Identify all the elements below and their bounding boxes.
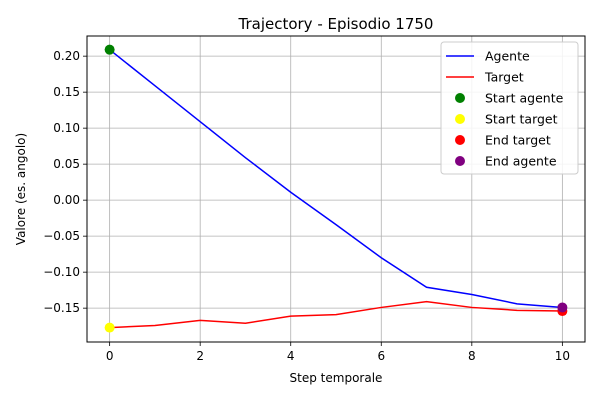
y-tick-label: 0.10 [53, 121, 80, 135]
chart-title: Trajectory - Episodio 1750 [238, 15, 434, 33]
tick-layer: 0 2 4 6 8 10 −0.15 −0.10 −0.05 0.00 0.05 0.10 0.15 0.… [43, 49, 570, 363]
marker-start-agente [104, 44, 115, 55]
x-tick-label: 6 [377, 349, 385, 363]
legend-dot-end-agente [455, 156, 465, 166]
y-tick-label: 0.00 [53, 193, 80, 207]
x-axis-label: Step temporale [290, 371, 383, 385]
y-tick-label: 0.20 [53, 49, 80, 63]
series-line-target [109, 300, 563, 329]
marker-end-agente [557, 302, 568, 313]
legend-label: Target [484, 70, 524, 85]
x-tick-label: 0 [106, 349, 114, 363]
legend-label: Agente [485, 49, 530, 64]
plot-frame [86, 35, 586, 343]
series-layer [109, 49, 563, 329]
marker-layer [104, 44, 568, 333]
marker-start-target [104, 322, 115, 333]
legend-label: Start agente [485, 91, 564, 106]
x-tick-label: 8 [468, 349, 476, 363]
y-tick-label: 0.15 [53, 85, 80, 99]
legend-label: Start target [485, 112, 558, 127]
legend-label: End agente [485, 154, 557, 169]
legend-box [440, 41, 579, 175]
legend-dot-start-agente [455, 93, 465, 103]
legend-label: End target [485, 133, 551, 148]
x-tick-label: 10 [555, 349, 570, 363]
legend-dot-start-target [455, 114, 465, 124]
legend: Agente Target Start agente Start target End … [440, 41, 579, 175]
legend-dot-end-target [455, 135, 465, 145]
y-tick-label: −0.10 [43, 265, 80, 279]
y-tick-label: −0.05 [43, 229, 80, 243]
y-tick-label: −0.15 [43, 301, 80, 315]
series-line-agente [109, 49, 563, 309]
legend-items: Agente Target Start agente Start target End … [446, 49, 564, 169]
y-tick-label: 0.05 [53, 157, 80, 171]
x-tick-label: 4 [287, 349, 295, 363]
x-tick-label: 2 [196, 349, 204, 363]
y-axis-label: Valore (es. angolo) [14, 133, 28, 245]
